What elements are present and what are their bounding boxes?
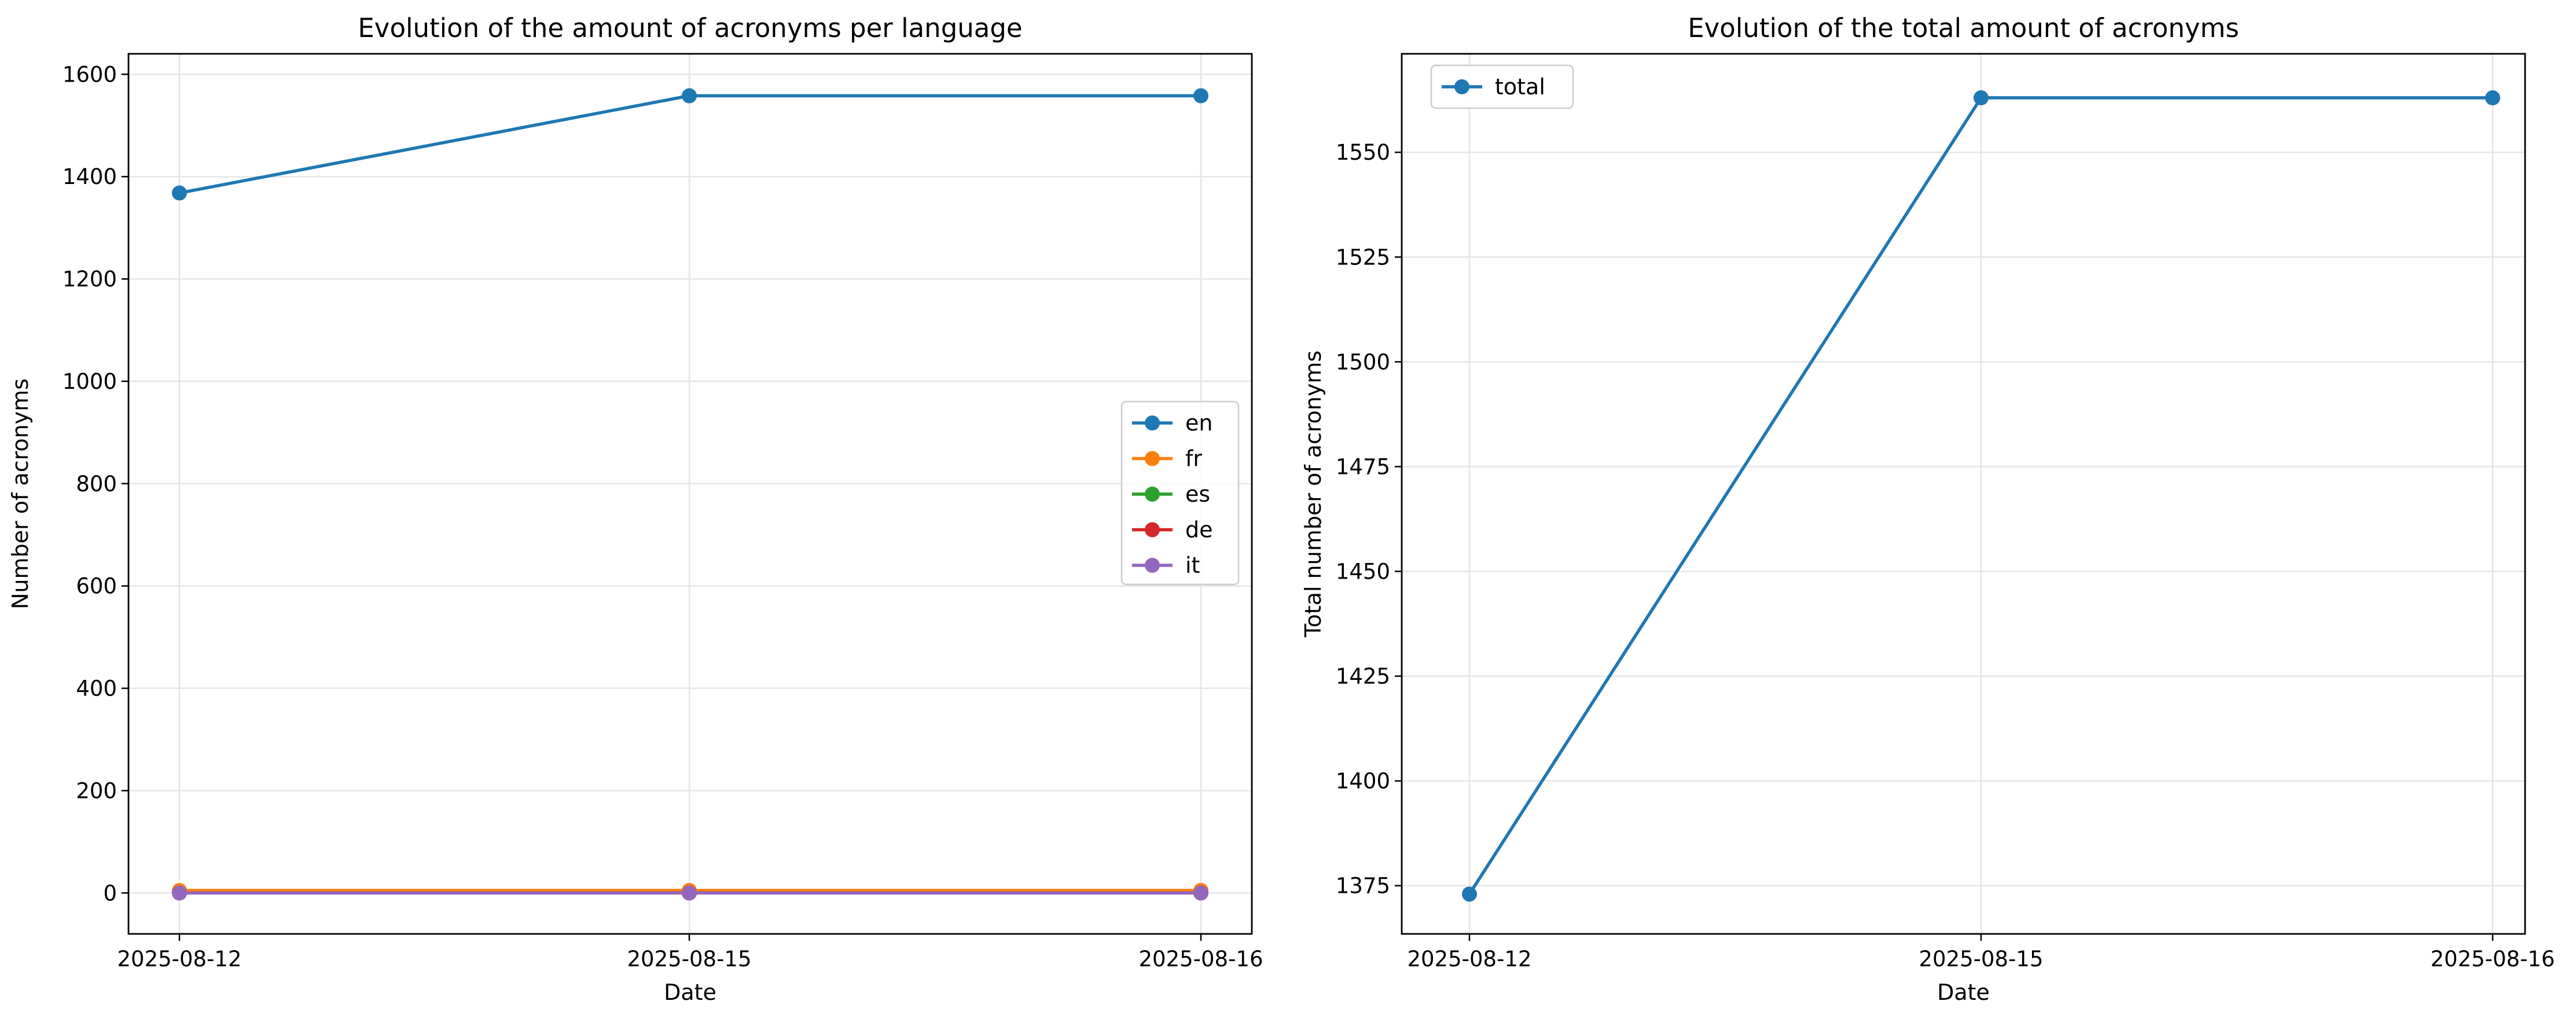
- chart2-point-total: [2485, 90, 2500, 106]
- chart2-title: Evolution of the total amount of acronym…: [1688, 13, 2239, 43]
- chart1-point-en: [172, 185, 187, 201]
- chart1-legend-label-de: de: [1185, 517, 1213, 543]
- chart1-ytick-label: 600: [76, 574, 117, 599]
- chart1-legend-marker-fr: [1145, 451, 1160, 466]
- chart1-ylabel: Number of acronyms: [8, 378, 33, 609]
- chart1-legend-marker-de: [1145, 522, 1160, 538]
- chart1-ytick-label: 200: [76, 778, 117, 803]
- chart2-legend-box: [1430, 64, 1574, 109]
- chart1-xtick-label: 2025-08-12: [117, 947, 241, 972]
- chart2-ytick-label: 1550: [1336, 140, 1390, 165]
- chart1-legend-marker-it: [1145, 558, 1160, 573]
- chart2-ytick-label: 1400: [1336, 769, 1390, 794]
- chart2-legend-marker-total: [1454, 79, 1469, 94]
- chart1-series-line-en: [179, 94, 1201, 195]
- chart1-point-en: [1193, 88, 1208, 104]
- chart1-point-it: [172, 885, 187, 901]
- chart1-xlabel: Date: [664, 980, 716, 1005]
- chart2-ytick-label: 1500: [1336, 349, 1390, 374]
- chart1-ytick-label: 1600: [63, 62, 117, 87]
- chart2-xlabel: Date: [1937, 980, 1990, 1005]
- chart2-xtick-label: 2025-08-12: [1407, 947, 1531, 972]
- chart1-legend-marker-es: [1145, 487, 1160, 502]
- chart2-ytick-label: 1475: [1336, 454, 1390, 479]
- chart2-xtick-label: 2025-08-15: [1919, 947, 2043, 972]
- chart1-ytick-label: 400: [76, 676, 117, 701]
- chart1-xtick-label: 2025-08-15: [627, 947, 751, 972]
- chart1-ytick-label: 800: [76, 472, 117, 496]
- chart2-ylabel: Total number of acronyms: [1300, 351, 1326, 638]
- chart1-ytick-label: 1200: [63, 267, 117, 292]
- chart1-legend-box: [1120, 400, 1240, 586]
- chart1-legend-marker-en: [1145, 415, 1160, 430]
- chart1-legend-label-it: it: [1185, 553, 1200, 578]
- chart2-axes-frame: [1401, 53, 2526, 935]
- chart1-ytick-label: 1000: [63, 369, 117, 394]
- chart2-ytick-label: 1375: [1336, 874, 1390, 899]
- chart2-point-total: [1462, 886, 1477, 902]
- chart2-ytick-label: 1525: [1336, 245, 1390, 270]
- chart1-point-it: [682, 885, 697, 901]
- chart2-ytick-label: 1425: [1336, 664, 1390, 689]
- chart2-legend-label-total: total: [1495, 74, 1545, 100]
- chart1-ytick-label: 1400: [63, 164, 117, 189]
- chart1-ytick-label: 0: [103, 881, 117, 906]
- chart1-legend-label-fr: fr: [1185, 446, 1202, 472]
- chart1-point-en: [682, 88, 697, 104]
- chart1-legend-label-en: en: [1185, 410, 1212, 436]
- chart1-legend-label-es: es: [1185, 481, 1210, 507]
- chart2-ytick-label: 1450: [1336, 559, 1390, 584]
- chart2-xtick-label: 2025-08-16: [2430, 947, 2555, 972]
- chart1-axes-frame: [127, 53, 1253, 935]
- chart1-point-it: [1193, 885, 1208, 901]
- chart1-title: Evolution of the amount of acronyms per …: [358, 13, 1022, 43]
- chart2-point-total: [1974, 90, 1989, 106]
- chart1-xtick-label: 2025-08-16: [1138, 947, 1263, 972]
